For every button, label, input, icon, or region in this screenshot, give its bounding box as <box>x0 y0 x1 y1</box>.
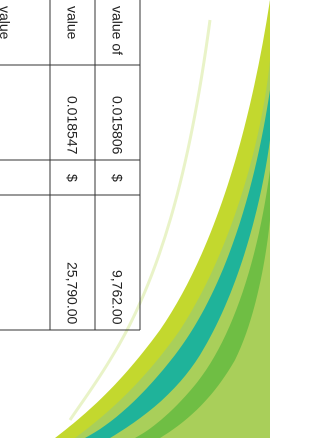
table-cell: $ <box>50 160 95 195</box>
table-cell: $ <box>95 160 140 195</box>
table-cell: 9,762.00 <box>95 195 140 330</box>
table-cell: 0.015806 <box>95 65 140 160</box>
column-header: value <box>50 0 95 65</box>
table-cell: 0.018547 <box>50 65 95 160</box>
column-header: value <box>0 0 50 65</box>
column-header: value of <box>95 0 140 65</box>
table-cell: 25,790.00 <box>50 195 95 330</box>
